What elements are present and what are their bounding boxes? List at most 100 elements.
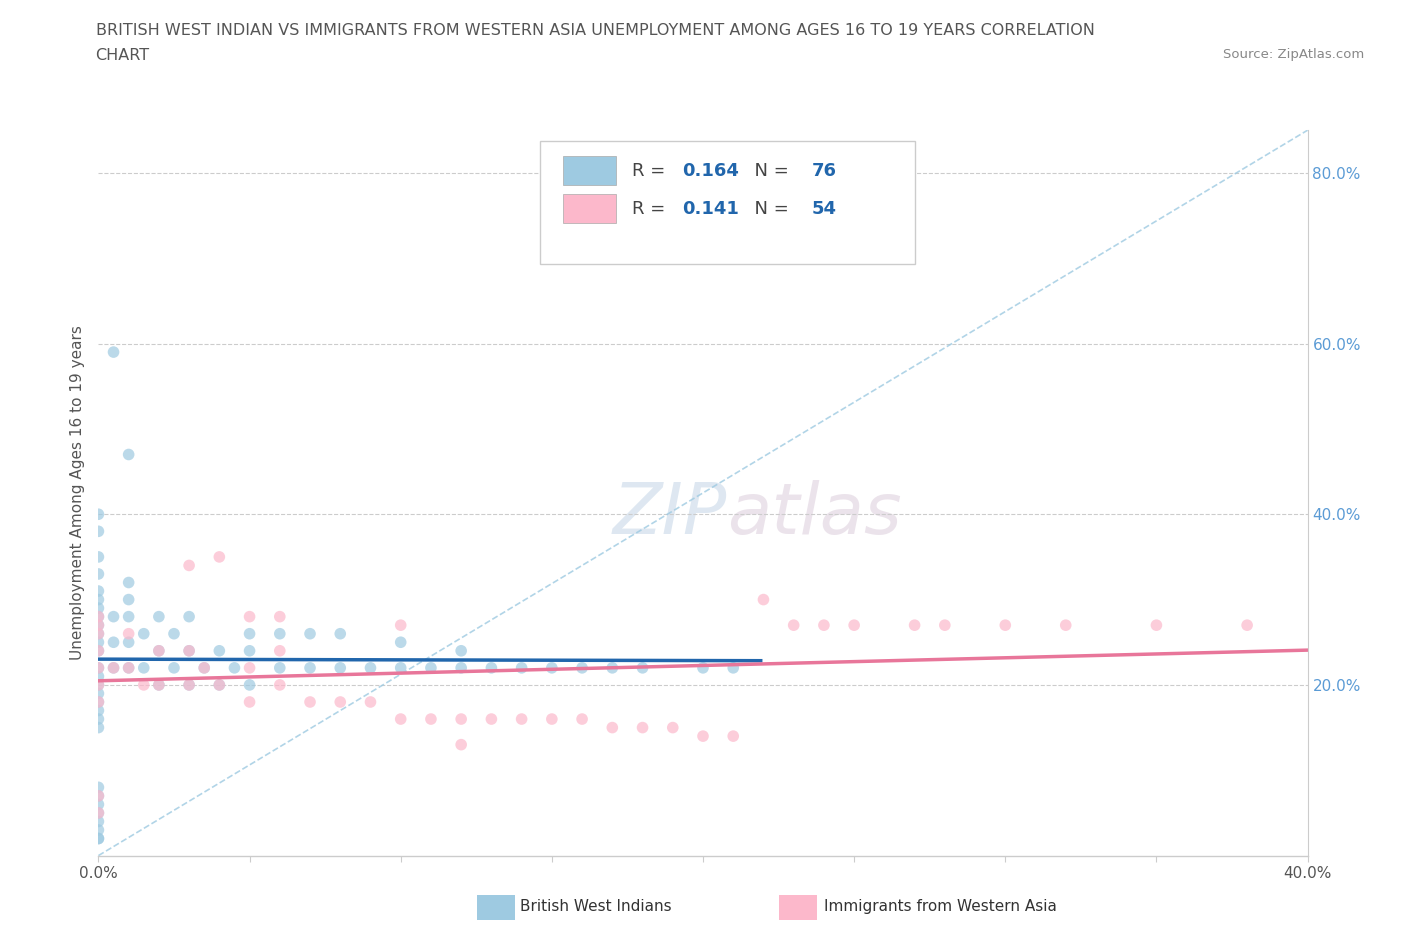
Point <box>602 660 624 675</box>
Y-axis label: Unemployment Among Ages 16 to 19 years: Unemployment Among Ages 16 to 19 years <box>69 326 84 660</box>
Point <box>179 677 201 692</box>
Point <box>87 584 110 599</box>
Point <box>602 720 624 735</box>
Point <box>723 729 745 744</box>
Point <box>389 635 412 650</box>
Point <box>269 626 291 641</box>
Point <box>87 635 110 650</box>
Point <box>148 677 170 692</box>
Text: BRITISH WEST INDIAN VS IMMIGRANTS FROM WESTERN ASIA UNEMPLOYMENT AMONG AGES 16 T: BRITISH WEST INDIAN VS IMMIGRANTS FROM W… <box>96 23 1094 38</box>
Point <box>208 550 231 565</box>
Point <box>299 626 322 641</box>
Point <box>269 677 291 692</box>
Point <box>994 618 1017 632</box>
Point <box>299 695 322 710</box>
Point <box>723 660 745 675</box>
Point <box>87 686 110 701</box>
Point <box>87 644 110 658</box>
Point <box>783 618 806 632</box>
Point <box>118 660 141 675</box>
Point <box>193 660 215 675</box>
Point <box>118 575 141 590</box>
Point <box>103 660 125 675</box>
Point <box>1236 618 1258 632</box>
Point <box>450 711 472 726</box>
Text: ZIP: ZIP <box>613 480 727 549</box>
Point <box>87 618 110 632</box>
Point <box>132 677 155 692</box>
Point <box>269 609 291 624</box>
Text: atlas: atlas <box>727 480 901 549</box>
Point <box>420 660 443 675</box>
Point <box>118 660 141 675</box>
Point <box>87 831 110 846</box>
Point <box>148 609 170 624</box>
FancyBboxPatch shape <box>562 194 616 223</box>
Point <box>103 635 125 650</box>
Point <box>103 660 125 675</box>
Point <box>193 660 215 675</box>
Point <box>87 780 110 795</box>
Point <box>844 618 866 632</box>
Point <box>224 660 246 675</box>
Point <box>87 822 110 837</box>
Point <box>179 558 201 573</box>
Point <box>163 626 186 641</box>
Point <box>360 695 382 710</box>
Point <box>540 660 562 675</box>
Point <box>631 720 654 735</box>
Point <box>87 703 110 718</box>
Point <box>329 660 352 675</box>
Point <box>87 626 110 641</box>
Point <box>148 677 170 692</box>
Point <box>571 711 593 726</box>
Point <box>87 789 110 804</box>
Point <box>118 626 141 641</box>
Point <box>662 720 685 735</box>
Point <box>420 711 443 726</box>
Point <box>87 609 110 624</box>
Point <box>87 524 110 538</box>
Point <box>87 720 110 735</box>
Point <box>389 618 412 632</box>
Point <box>540 711 562 726</box>
Point <box>208 644 231 658</box>
Point <box>239 609 262 624</box>
Point <box>692 729 714 744</box>
Point <box>103 609 125 624</box>
Point <box>87 831 110 846</box>
Point <box>87 805 110 820</box>
Point <box>239 644 262 658</box>
Point <box>87 601 110 616</box>
Point <box>87 695 110 710</box>
Point <box>118 609 141 624</box>
Point <box>450 644 472 658</box>
Point <box>1054 618 1077 632</box>
Point <box>813 618 835 632</box>
Point <box>118 447 141 462</box>
Point <box>179 644 201 658</box>
Point <box>269 660 291 675</box>
Point <box>389 660 412 675</box>
Point <box>118 592 141 607</box>
Point <box>179 677 201 692</box>
Point <box>208 677 231 692</box>
Point <box>239 695 262 710</box>
Point <box>87 677 110 692</box>
Point <box>450 737 472 752</box>
Point <box>87 626 110 641</box>
Text: 54: 54 <box>811 200 837 218</box>
Point <box>450 660 472 675</box>
Point <box>163 660 186 675</box>
Point <box>239 677 262 692</box>
Point <box>389 711 412 726</box>
Point <box>132 626 155 641</box>
Text: 76: 76 <box>811 162 837 179</box>
Point <box>752 592 775 607</box>
Text: R =: R = <box>631 162 671 179</box>
Point <box>87 660 110 675</box>
Point <box>87 677 110 692</box>
Point <box>179 609 201 624</box>
Text: British West Indians: British West Indians <box>520 899 672 914</box>
Text: 0.164: 0.164 <box>682 162 740 179</box>
